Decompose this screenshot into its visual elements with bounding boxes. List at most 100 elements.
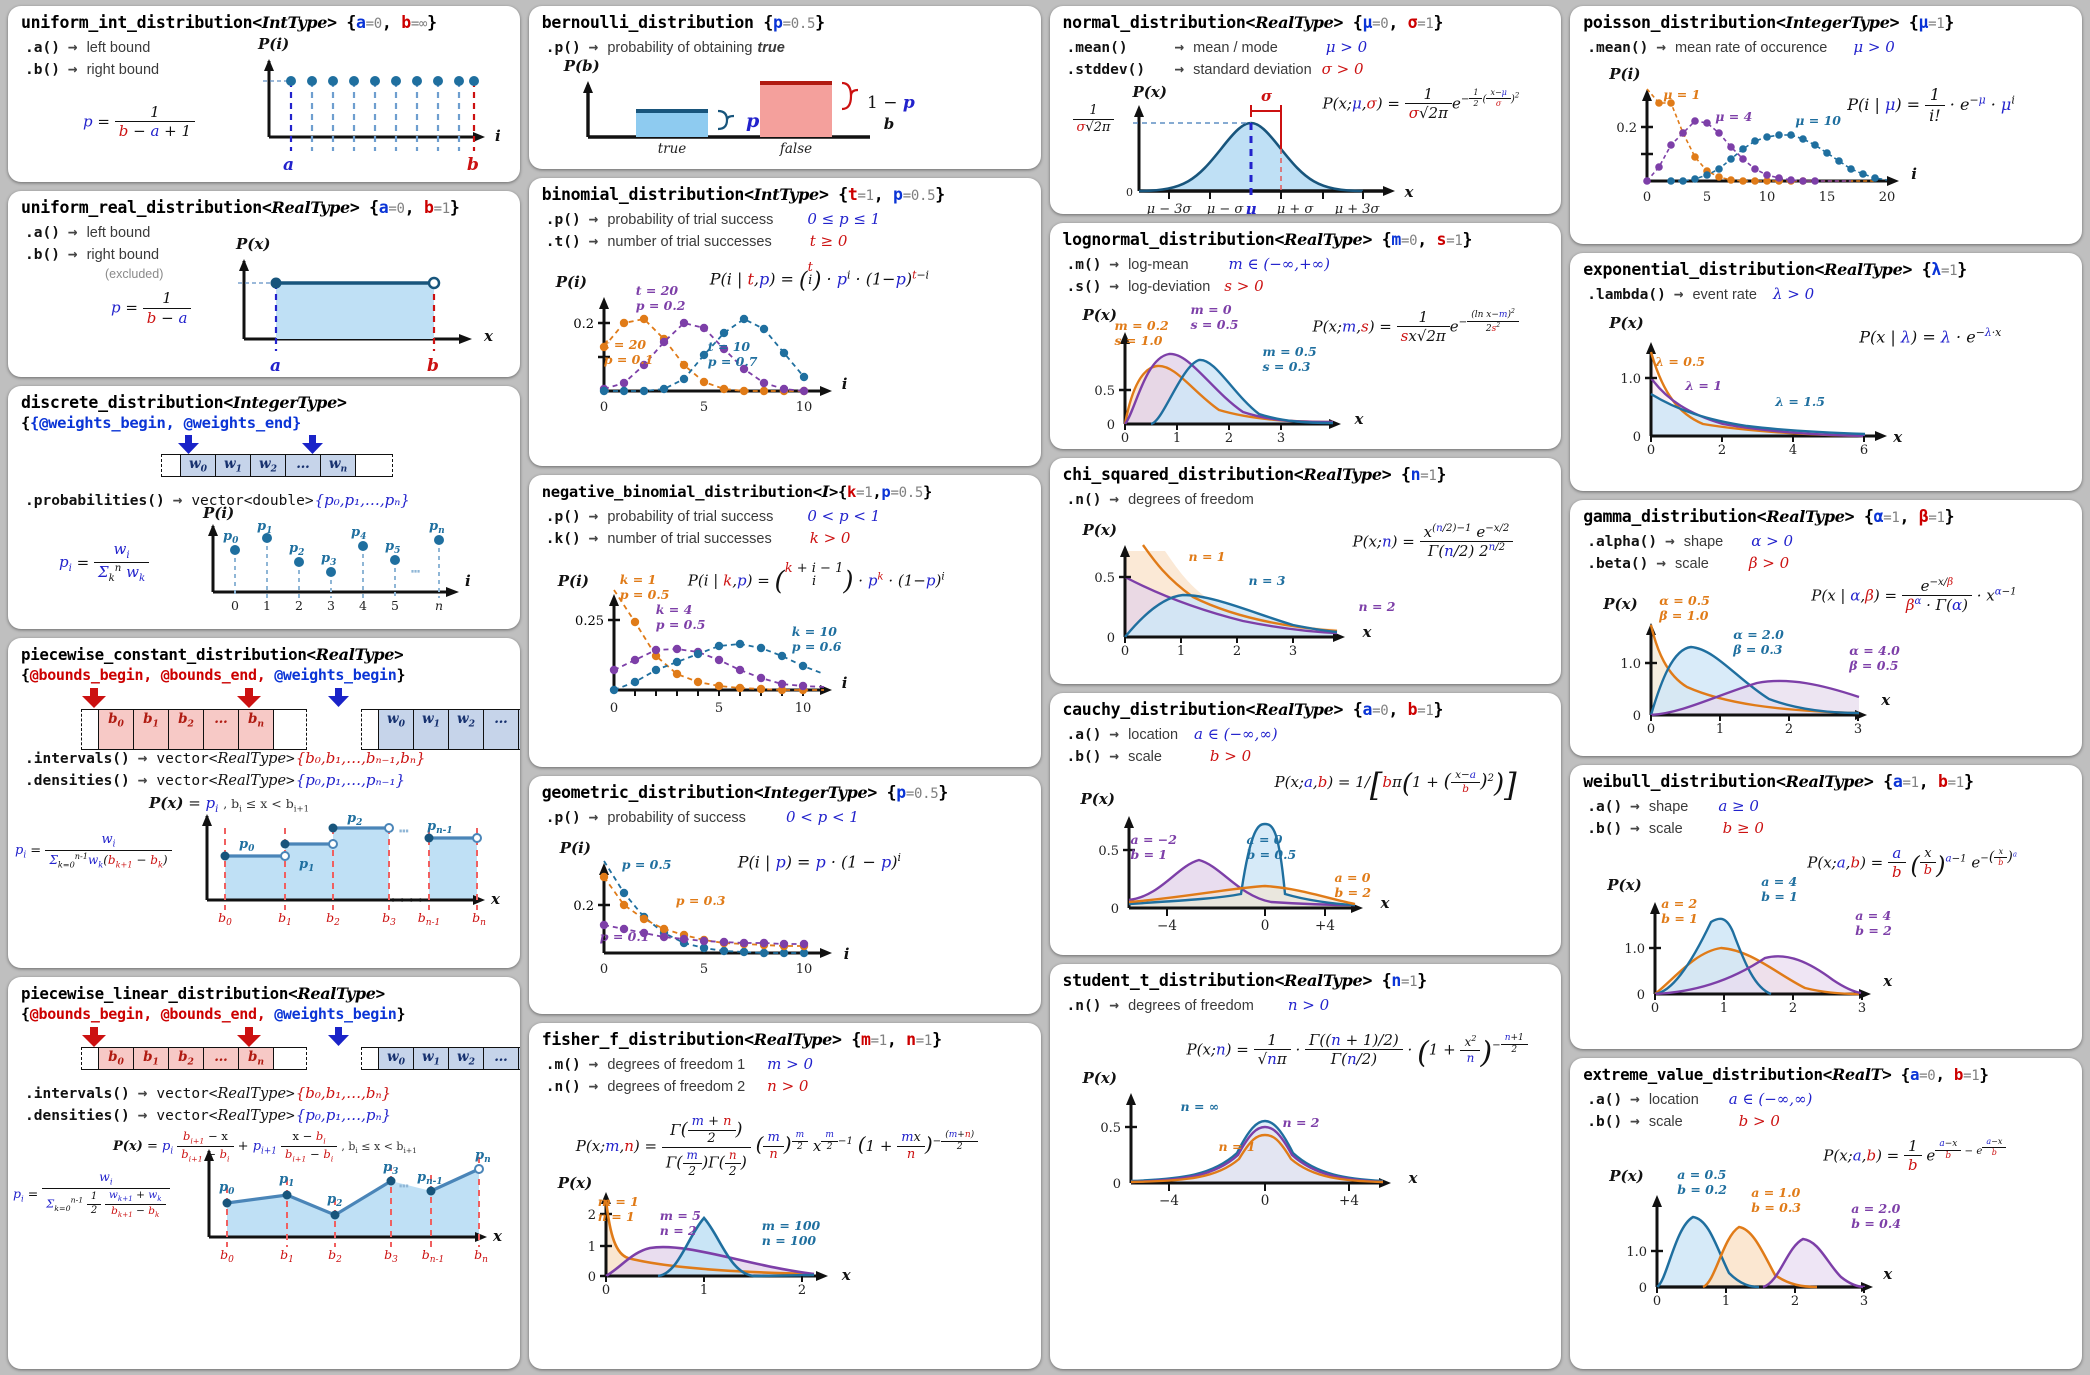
svg-text:2: 2 xyxy=(1232,644,1240,659)
arrow-icon: → xyxy=(1109,745,1120,765)
svg-text:10: 10 xyxy=(795,962,812,977)
method-row: .a() → location a ∈ (−∞,∞) xyxy=(1587,1088,1813,1108)
arrow-icon: → xyxy=(1673,283,1684,303)
svg-text:2: 2 xyxy=(295,598,303,613)
svg-text:p5: p5 xyxy=(385,539,400,556)
card-subtitle: {{@weights_begin, @weights_end} xyxy=(21,414,302,432)
chart-area: P(x) = pi bi+1 − x bi+1 − bi + pi+1 x − b… xyxy=(13,1128,502,1265)
legend-entry: t = 20 p = 0.2 xyxy=(635,282,686,313)
svg-text:0.5: 0.5 xyxy=(1098,844,1119,859)
legend-entry: α = 4.0 β = 0.5 xyxy=(1849,642,1900,673)
arrow-icon: → xyxy=(137,1104,148,1124)
arrow-icon: → xyxy=(1174,36,1185,56)
chart-area: P(i | p) = p · (1 − p)i P(i) 0.2 xyxy=(559,838,902,977)
arrow-icon: → xyxy=(67,58,78,78)
svg-text:pn: pn xyxy=(475,1148,491,1165)
card-poisson-distribution: poisson_distribution<IntegerType> {μ=1} … xyxy=(1570,6,2082,244)
svg-text:20: 20 xyxy=(1879,190,1896,205)
x-tick-b: b xyxy=(427,356,439,377)
method-list: .n() → degrees of freedom xyxy=(1067,487,1551,511)
down-arrow-icon xyxy=(178,435,323,454)
svg-text:p1: p1 xyxy=(257,519,272,536)
arrow-icon: → xyxy=(67,221,78,241)
svg-text:n: n xyxy=(435,598,443,613)
svg-text:0: 0 xyxy=(1633,430,1641,445)
method-list: .intervals() → vector<RealType> {b₀,b₁,…,b… xyxy=(25,1081,509,1127)
arrow-icon: → xyxy=(588,1075,599,1095)
title-name: uniform_int_distribution xyxy=(21,13,253,32)
legend-entry: λ = 0.5 xyxy=(1655,353,1705,369)
arrow-icon: → xyxy=(1109,488,1120,508)
arrow-icon: → xyxy=(588,505,599,525)
svg-text:4: 4 xyxy=(1789,443,1797,458)
card-exponential-distribution: exponential_distribution<RealType> {λ=1}… xyxy=(1570,253,2082,491)
method-list: .p() → probability of trial success 0 ≤ p ≤… xyxy=(546,207,1030,253)
card-normal-distribution: normal_distribution<RealType> {μ=0, σ=1}… xyxy=(1049,6,1562,214)
card-extreme-value-distribution: extreme_value_distribution<RealT> {a=0, … xyxy=(1570,1058,2082,1369)
chart-area: P(i | k,p) = (k + i − 1 i) · pk · (1−p)i … xyxy=(557,560,945,716)
svg-text:2: 2 xyxy=(1789,1001,1797,1016)
arrow-icon: → xyxy=(1665,530,1675,550)
svg-text:0.5: 0.5 xyxy=(1100,1121,1121,1136)
svg-text:1: 1 xyxy=(1172,431,1180,446)
svg-text:0.5: 0.5 xyxy=(1094,571,1115,586)
card-subtitle: {@bounds_begin, @bounds_end, @weights_be… xyxy=(21,666,406,684)
chart-area: P(x;m,s) = 1 sx√2π e− (ln x−m)2 2s2 P(x) 0.5… xyxy=(1063,298,1551,446)
method-row: .densities() → vector<RealType> {p₀,p₁,…,p… xyxy=(25,769,405,789)
column-3: normal_distribution<RealType> {μ=0, σ=1}… xyxy=(1049,6,1562,1369)
method-list: .a() → left bound .b() → right bound xyxy=(25,35,509,81)
card-fisher-f-distribution: fisher_f_distribution<RealType> {m=1, n=… xyxy=(528,1023,1041,1369)
arrow-icon: → xyxy=(137,747,148,767)
svg-text:2: 2 xyxy=(798,1283,806,1298)
legend-entry: a = 0.5 b = 0.2 xyxy=(1677,1166,1727,1197)
legend-entry: α = 2.0 β = 0.3 xyxy=(1733,626,1784,657)
svg-text:6: 6 xyxy=(1860,443,1868,458)
svg-text:1 − p: 1 − p xyxy=(867,93,915,113)
method-list: .m() → log-mean m ∈ (−∞,+∞) .s() → log-deviat… xyxy=(1067,252,1551,298)
svg-text:1: 1 xyxy=(1176,644,1184,659)
svg-text:0: 0 xyxy=(600,400,608,415)
svg-text:p2: p2 xyxy=(289,541,304,558)
x-tick-b: b xyxy=(467,154,479,175)
method-row: .b() → right bound xyxy=(25,243,160,263)
x-tick-a: a xyxy=(270,356,282,377)
method-list: .probabilities() → vector<double> {p₀,p₁,…… xyxy=(25,488,509,512)
weights-vector-diagram: w0 w1 w2 … wn xyxy=(21,434,509,478)
arrow-icon: → xyxy=(1109,253,1120,273)
arrow-icon: → xyxy=(1630,795,1640,815)
legend-entry: n = 1 xyxy=(1218,1138,1256,1154)
svg-text:1.0: 1.0 xyxy=(1625,942,1646,957)
method-row: .k() → number of trial successes k > 0 xyxy=(545,527,851,547)
arrow-icon: → xyxy=(1656,36,1666,56)
chart-area: P(x) = pi , bi ≤ x < bi+1 pi = wi Σk=0n-1… xyxy=(15,793,500,928)
svg-text:0.2: 0.2 xyxy=(573,899,594,914)
method-row: .intervals() → vector<RealType> {b₀,b₁,…,b… xyxy=(25,1082,392,1102)
svg-text:1: 1 xyxy=(700,1283,708,1298)
arrow-icon: → xyxy=(137,1082,148,1102)
svg-text:0: 0 xyxy=(600,962,608,977)
svg-text:⋯: ⋯ xyxy=(411,562,420,580)
svg-text:p2: p2 xyxy=(347,811,362,828)
svg-text:0: 0 xyxy=(1106,418,1114,433)
method-list: .mean() → mean / mode μ > 0 .stddev() → stand… xyxy=(1067,35,1551,81)
arrow-icon: → xyxy=(1109,275,1120,295)
svg-text:0: 0 xyxy=(1106,631,1114,646)
chart-area: P(b) p 1 − p true false b xyxy=(563,56,915,157)
svg-text:p2: p2 xyxy=(327,1192,342,1209)
svg-text:1.0: 1.0 xyxy=(1621,372,1642,387)
card-negative-binomial-distribution: negative_binomial_distribution<I>{k=1,p=… xyxy=(528,475,1041,767)
card-title: uniform_int_distribution<IntType> {a=0, … xyxy=(21,13,437,32)
card-geometric-distribution: geometric_distribution<IntegerType> {p=0… xyxy=(528,776,1041,1014)
svg-text:b1: b1 xyxy=(280,1247,294,1265)
method-row: .a() → location a ∈ (−∞,∞) xyxy=(1066,723,1278,743)
method-row: .b() → scale b ≥ 0 xyxy=(1587,817,1764,837)
legend-entry: n = 2 xyxy=(1358,598,1396,614)
svg-text:0: 0 xyxy=(1260,918,1269,934)
